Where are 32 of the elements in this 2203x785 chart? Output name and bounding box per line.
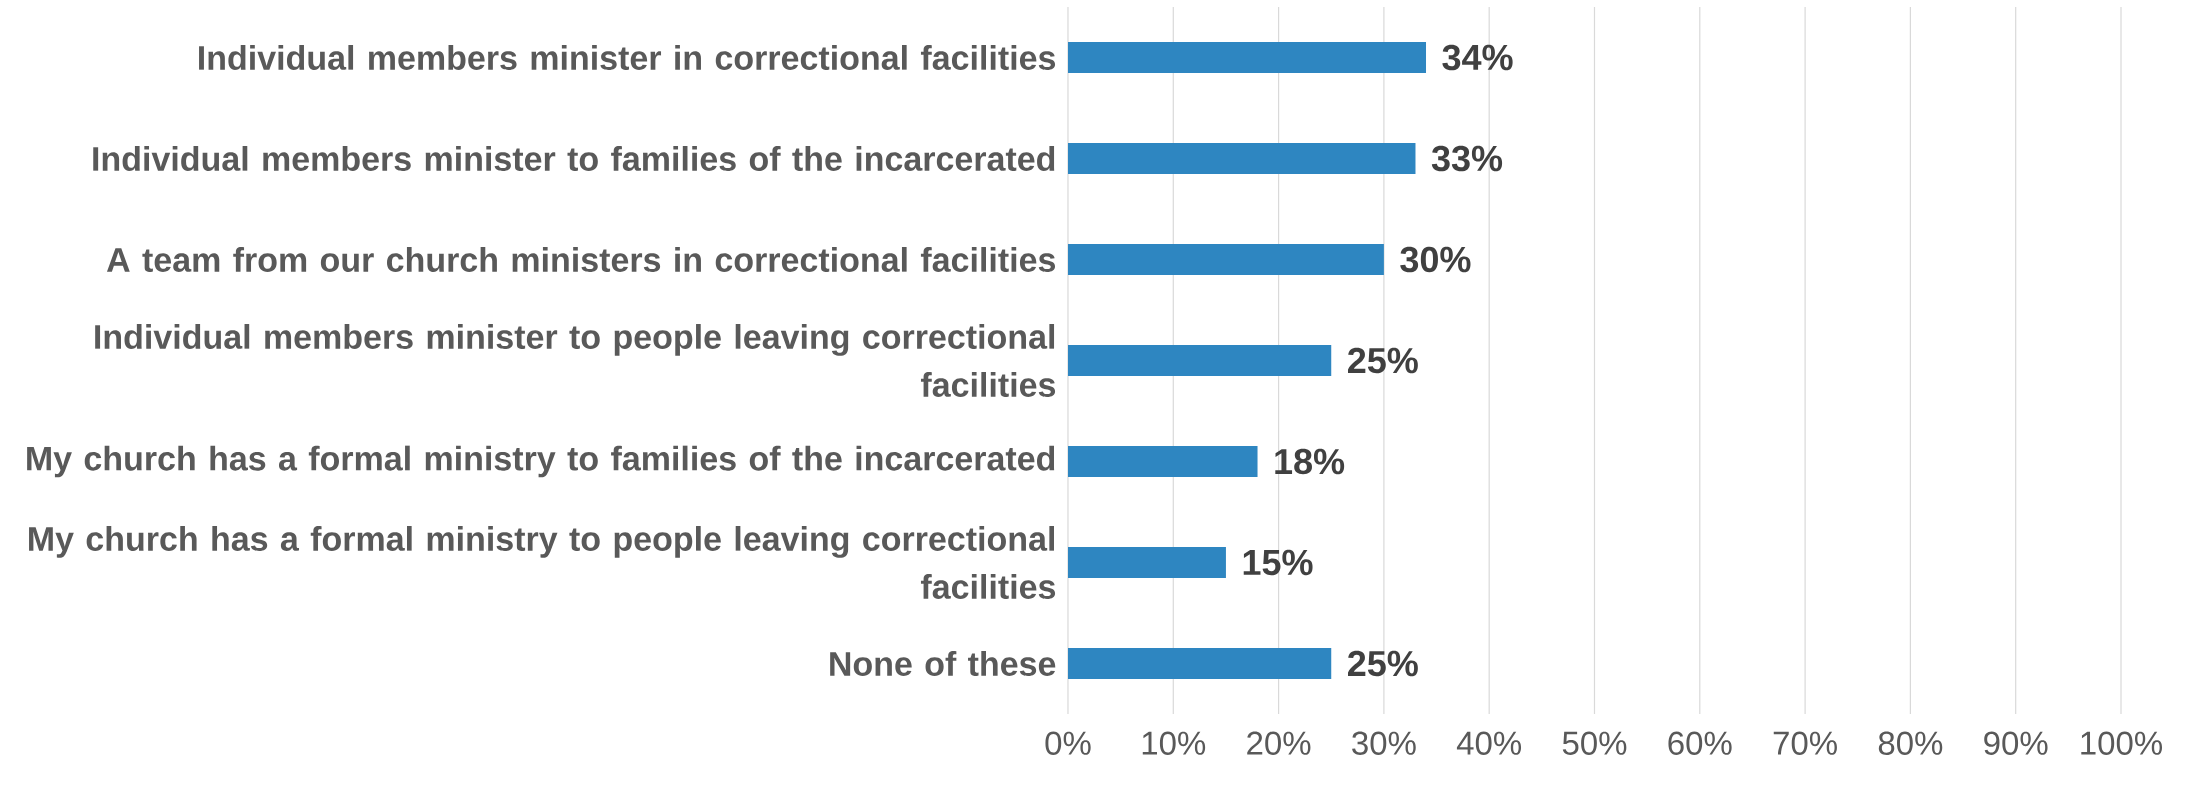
y-tick-label: None of these xyxy=(830,651,1056,676)
x-tick-label: 90% xyxy=(1984,731,2048,755)
bar xyxy=(1067,42,1427,74)
bar xyxy=(1067,648,1332,680)
y-tick-label: Individual members minister in correctional facilities xyxy=(199,45,1056,70)
bar xyxy=(1067,547,1226,579)
data-label: 25% xyxy=(1348,650,1418,677)
x-tick-label: 10% xyxy=(1142,731,1206,755)
x-tick-label: 40% xyxy=(1456,731,1522,755)
x-tick-label: 30% xyxy=(1352,731,1416,755)
y-tick-label: My church has a formal ministry to families of the incarcerated xyxy=(27,445,1055,478)
data-label: 15% xyxy=(1243,549,1313,576)
x-tick-label: 80% xyxy=(1878,731,1943,755)
x-tick-label: 50% xyxy=(1562,731,1627,755)
bar xyxy=(1067,345,1332,377)
data-label: 34% xyxy=(1442,44,1513,71)
bar xyxy=(1067,244,1384,276)
y-tick-label: My church has a formal ministry to people leaving correctional facilities xyxy=(29,526,1056,599)
x-tick-label: 0% xyxy=(1045,731,1091,755)
x-tick-label: 70% xyxy=(1773,731,1837,755)
bar xyxy=(1067,446,1258,478)
x-tick-label: 60% xyxy=(1668,731,1732,755)
x-tick-label: 100% xyxy=(2081,731,2163,755)
data-label: 18% xyxy=(1275,448,1345,475)
y-tick-label: A team from our church ministers in correctional facilities xyxy=(106,247,1056,272)
y-tick-label: Individual members minister to families of the incarcerated xyxy=(93,146,1055,171)
bar xyxy=(1067,143,1416,175)
data-label: 30% xyxy=(1400,246,1471,273)
data-label: 33% xyxy=(1431,145,1503,172)
x-tick-label: 20% xyxy=(1247,731,1311,755)
y-tick-label: Individual members minister to people leaving correctional facilities xyxy=(95,324,1056,397)
data-label: 25% xyxy=(1348,347,1418,374)
